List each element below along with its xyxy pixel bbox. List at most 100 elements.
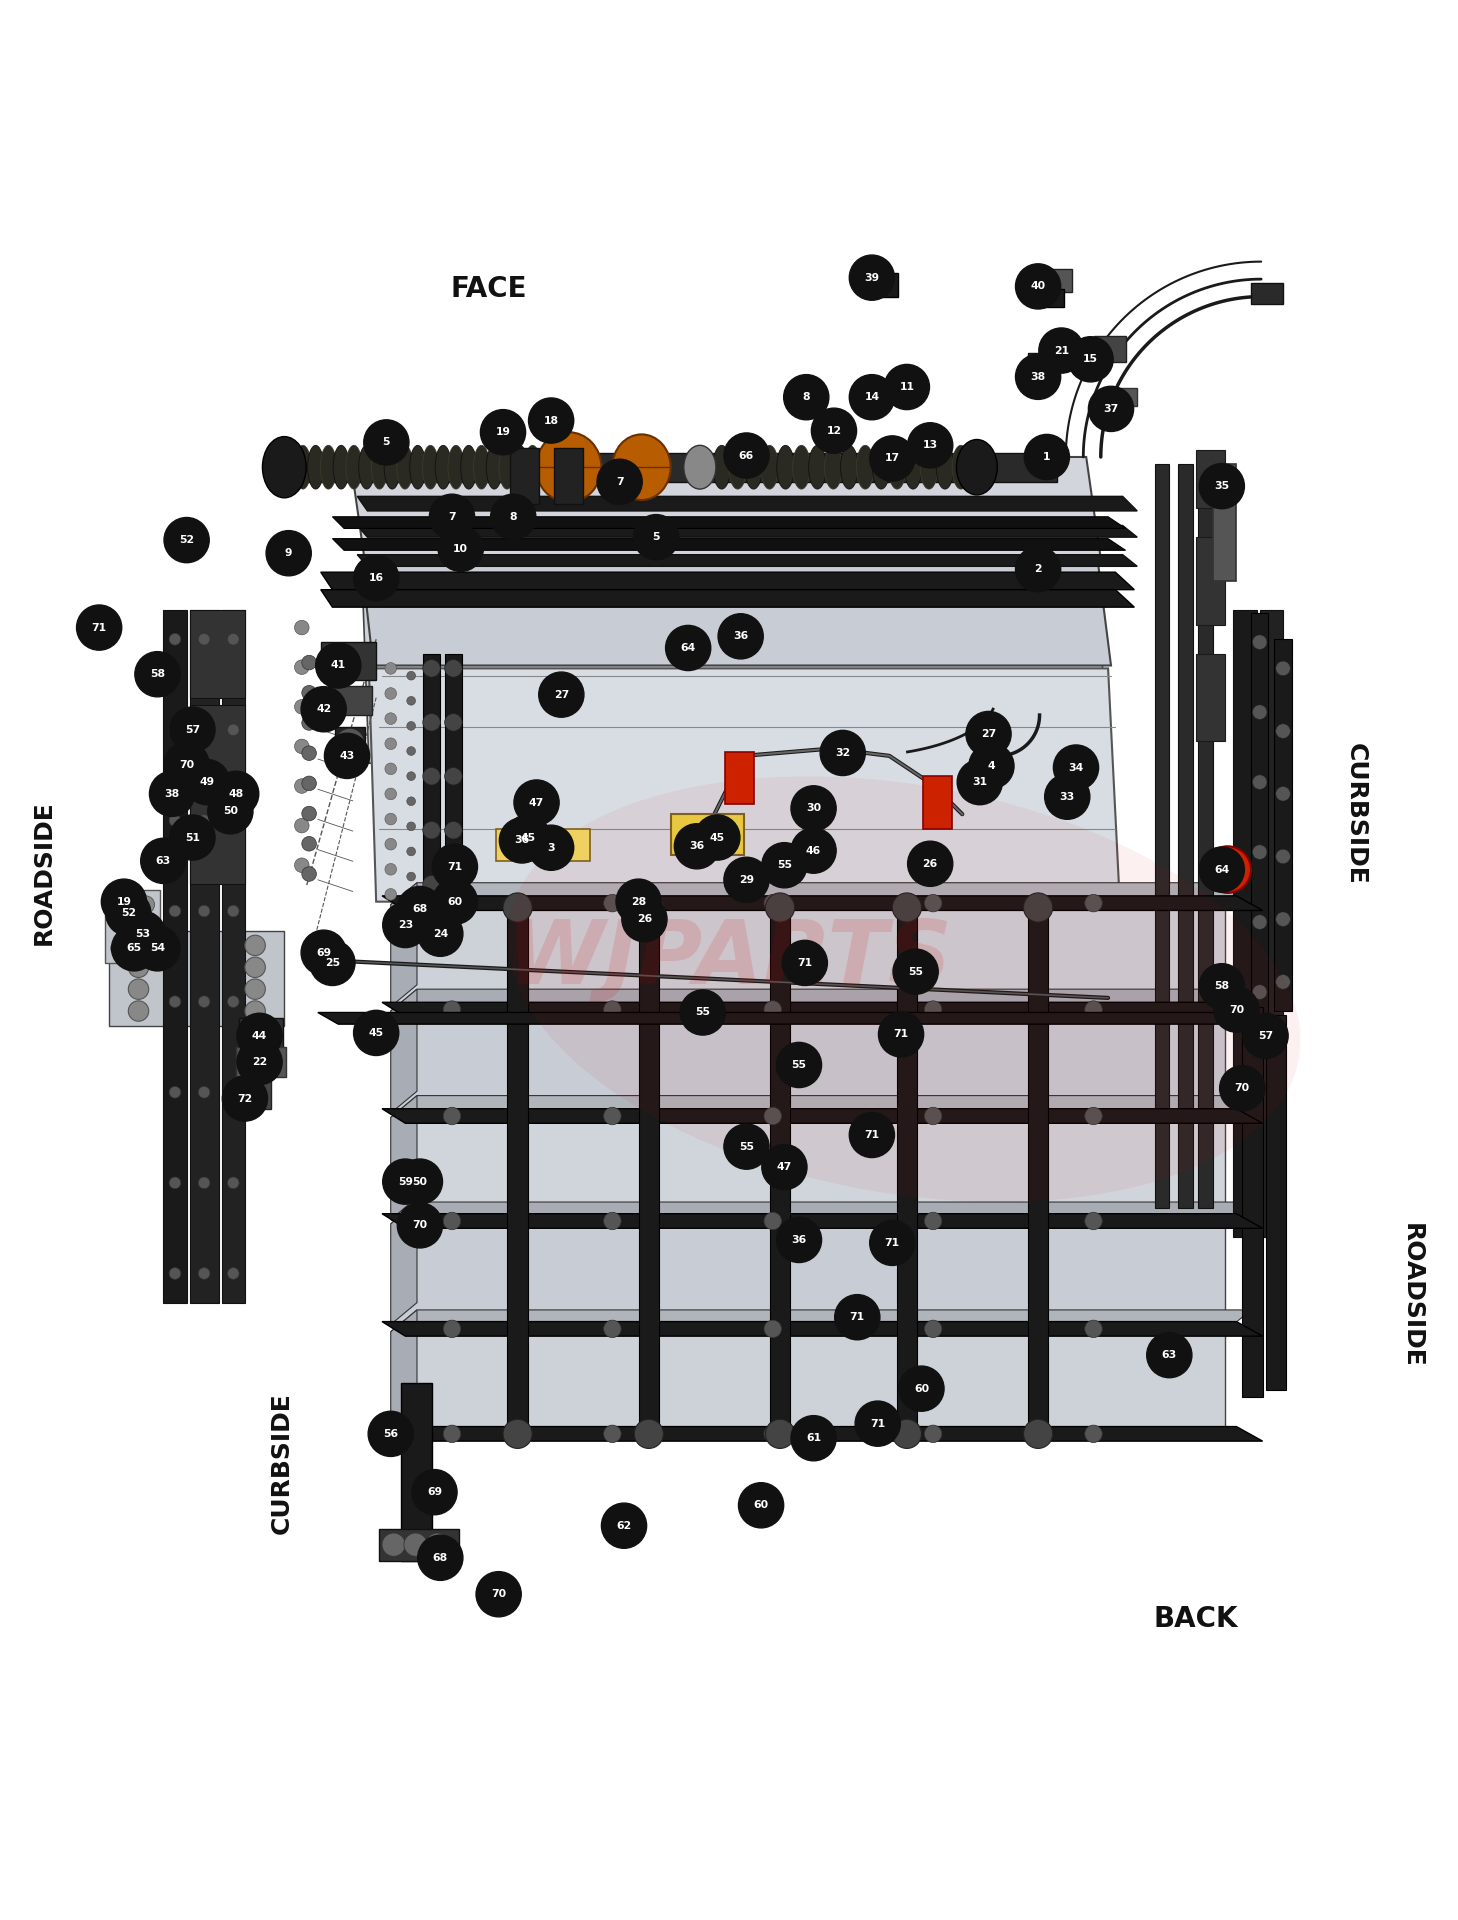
Ellipse shape — [537, 432, 601, 503]
Circle shape — [445, 768, 462, 785]
Text: 35: 35 — [1215, 482, 1229, 492]
Circle shape — [811, 409, 856, 453]
Text: 4: 4 — [987, 760, 996, 772]
Circle shape — [445, 876, 462, 893]
Circle shape — [324, 733, 369, 778]
Circle shape — [302, 806, 316, 822]
Circle shape — [1053, 745, 1099, 791]
Polygon shape — [335, 728, 364, 758]
Text: 23: 23 — [398, 920, 413, 929]
Circle shape — [397, 1160, 443, 1204]
Text: 3: 3 — [547, 843, 555, 852]
Text: 27: 27 — [981, 730, 996, 739]
Circle shape — [776, 1043, 822, 1087]
Text: 60: 60 — [448, 897, 462, 906]
Text: 68: 68 — [413, 904, 427, 914]
Circle shape — [315, 643, 362, 687]
Circle shape — [604, 1000, 621, 1018]
Circle shape — [1146, 1332, 1191, 1379]
Circle shape — [1242, 1014, 1289, 1058]
Text: 47: 47 — [777, 1162, 792, 1171]
Circle shape — [385, 889, 397, 900]
Polygon shape — [923, 776, 952, 829]
Circle shape — [924, 1212, 942, 1229]
Text: 69: 69 — [316, 948, 331, 958]
Circle shape — [382, 1160, 429, 1204]
Polygon shape — [1274, 639, 1292, 1012]
Polygon shape — [391, 1309, 417, 1434]
Polygon shape — [639, 908, 659, 1434]
Polygon shape — [391, 1202, 417, 1325]
Circle shape — [1085, 1212, 1102, 1229]
Circle shape — [790, 828, 837, 874]
Text: 9: 9 — [284, 549, 293, 559]
Text: 45: 45 — [710, 833, 725, 843]
Polygon shape — [379, 1528, 459, 1561]
Ellipse shape — [956, 440, 997, 495]
Circle shape — [184, 760, 229, 804]
Circle shape — [111, 939, 128, 956]
Circle shape — [1024, 1419, 1053, 1448]
Circle shape — [475, 1572, 522, 1617]
Circle shape — [634, 1419, 663, 1448]
Circle shape — [1015, 547, 1060, 591]
Text: 17: 17 — [885, 453, 900, 463]
Circle shape — [382, 1532, 405, 1557]
Text: 71: 71 — [885, 1238, 900, 1248]
Circle shape — [295, 620, 309, 636]
Text: 13: 13 — [923, 440, 937, 451]
Text: 64: 64 — [1215, 864, 1229, 876]
Circle shape — [169, 996, 181, 1008]
Circle shape — [1252, 985, 1267, 1000]
Circle shape — [1047, 336, 1076, 365]
Circle shape — [819, 730, 865, 776]
Bar — [510, 447, 539, 503]
Polygon shape — [1178, 465, 1193, 1208]
Ellipse shape — [684, 445, 716, 490]
Polygon shape — [391, 883, 417, 1006]
Text: 5: 5 — [652, 532, 660, 541]
Text: 27: 27 — [554, 689, 569, 699]
Circle shape — [300, 687, 346, 732]
Circle shape — [1198, 847, 1244, 893]
Ellipse shape — [295, 445, 311, 490]
Circle shape — [171, 707, 216, 753]
Circle shape — [1204, 847, 1251, 893]
Circle shape — [849, 255, 895, 300]
Ellipse shape — [397, 445, 413, 490]
Circle shape — [480, 409, 525, 455]
Text: 25: 25 — [325, 958, 340, 968]
Ellipse shape — [936, 445, 954, 490]
Polygon shape — [236, 1048, 286, 1077]
Circle shape — [849, 1112, 895, 1158]
Text: 44: 44 — [252, 1031, 267, 1041]
Circle shape — [245, 1000, 265, 1021]
Polygon shape — [1028, 908, 1048, 1434]
Polygon shape — [1260, 611, 1283, 1236]
Polygon shape — [357, 555, 1137, 566]
Ellipse shape — [612, 434, 671, 499]
Circle shape — [1252, 914, 1267, 929]
Ellipse shape — [729, 445, 746, 490]
Circle shape — [776, 1217, 822, 1263]
Circle shape — [924, 895, 942, 912]
Circle shape — [295, 660, 309, 674]
Text: 72: 72 — [238, 1094, 252, 1104]
Circle shape — [834, 1294, 881, 1340]
Circle shape — [604, 1321, 621, 1338]
Text: 1: 1 — [1042, 451, 1051, 463]
Circle shape — [503, 893, 532, 922]
Text: 54: 54 — [150, 943, 165, 954]
Ellipse shape — [346, 445, 362, 490]
Circle shape — [1276, 849, 1290, 864]
Circle shape — [924, 1000, 942, 1018]
Circle shape — [679, 991, 726, 1035]
Bar — [1094, 336, 1126, 363]
Text: 58: 58 — [150, 670, 165, 680]
Bar — [1035, 269, 1072, 292]
Circle shape — [128, 956, 149, 977]
Text: 19: 19 — [496, 428, 510, 438]
Circle shape — [1085, 1108, 1102, 1125]
Circle shape — [106, 891, 152, 935]
Circle shape — [198, 1177, 210, 1188]
